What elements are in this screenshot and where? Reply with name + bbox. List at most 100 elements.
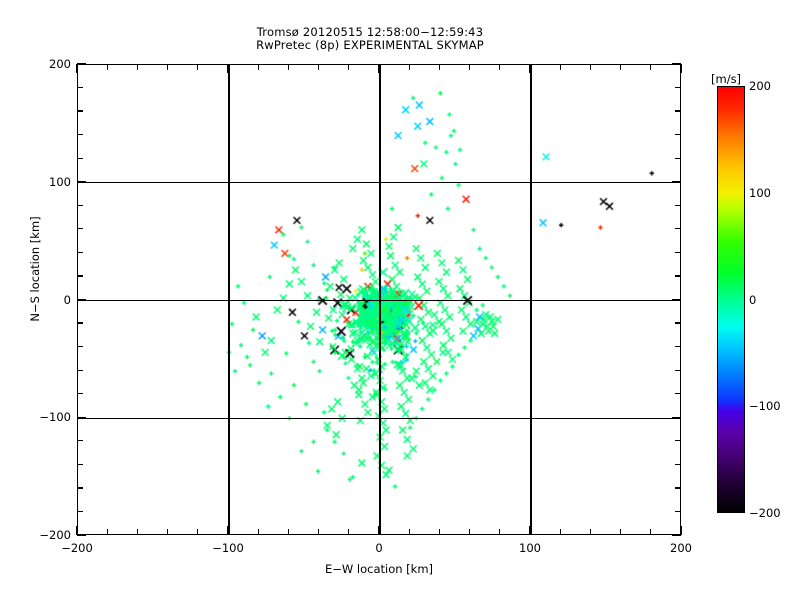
x-minor-tick bbox=[136, 529, 139, 535]
y-major-tick bbox=[77, 298, 86, 301]
x-minor-tick-top bbox=[408, 64, 410, 70]
y-minor-tick bbox=[77, 204, 83, 206]
x-minor-tick-top bbox=[317, 64, 320, 70]
x-major-tick-top bbox=[378, 64, 380, 73]
y-minor-tick-right bbox=[675, 228, 681, 230]
y-minor-tick bbox=[77, 157, 83, 159]
y-minor-tick-right bbox=[675, 251, 681, 254]
x-major-tick-top bbox=[680, 64, 682, 73]
y-minor-tick-right bbox=[675, 440, 681, 442]
x-tick-label: −100 bbox=[212, 541, 244, 555]
y-minor-tick bbox=[77, 345, 83, 348]
x-major-tick bbox=[680, 526, 682, 535]
y-minor-tick bbox=[77, 463, 83, 465]
gridline-horizontal bbox=[78, 182, 680, 184]
x-minor-tick-top bbox=[257, 64, 259, 70]
y-minor-tick-right bbox=[675, 345, 681, 348]
y-minor-tick-right bbox=[675, 275, 681, 277]
x-major-tick bbox=[227, 526, 229, 535]
x-minor-tick-top bbox=[348, 64, 350, 70]
y-tick-label: 0 bbox=[63, 292, 71, 307]
gridline-horizontal bbox=[78, 299, 680, 302]
y-minor-tick-right bbox=[675, 487, 681, 489]
y-minor-tick bbox=[77, 440, 83, 442]
y-minor-tick-right bbox=[675, 393, 681, 395]
x-minor-tick-top bbox=[166, 64, 169, 70]
x-major-tick-top bbox=[227, 64, 229, 73]
scatter-plot-area bbox=[77, 64, 681, 535]
y-major-tick bbox=[77, 416, 86, 418]
y-tick-label: 200 bbox=[49, 57, 71, 71]
y-major-tick-right bbox=[672, 534, 681, 536]
x-minor-tick-top bbox=[468, 64, 471, 70]
y-major-tick-right bbox=[672, 298, 681, 301]
x-major-tick-top bbox=[76, 64, 78, 73]
x-tick-label: 0 bbox=[375, 541, 383, 555]
title-line-1: Tromsø 20120515 12:58:00−12:59:43 bbox=[256, 25, 484, 39]
y-major-tick-right bbox=[672, 181, 681, 183]
y-minor-tick bbox=[77, 393, 83, 395]
x-minor-tick bbox=[559, 529, 561, 535]
figure-title: Tromsø 20120515 12:58:00−12:59:43 RwPret… bbox=[0, 26, 740, 52]
x-minor-tick-top bbox=[438, 64, 441, 70]
x-minor-tick bbox=[287, 529, 290, 535]
x-minor-tick bbox=[438, 529, 441, 535]
x-minor-tick-top bbox=[287, 64, 290, 70]
y-minor-tick-right bbox=[675, 157, 681, 159]
x-minor-tick-top bbox=[589, 64, 592, 70]
y-major-tick-right bbox=[672, 63, 681, 65]
x-minor-tick bbox=[197, 529, 199, 535]
y-minor-tick-right bbox=[675, 510, 681, 513]
colorbar-tick-label: 0 bbox=[749, 292, 757, 307]
x-minor-tick-top bbox=[559, 64, 561, 70]
y-minor-tick-right bbox=[675, 369, 681, 371]
colorbar-gradient bbox=[717, 86, 745, 513]
x-minor-tick-top bbox=[619, 64, 622, 70]
gridline-vertical bbox=[228, 65, 230, 534]
colorbar-tick-label: −100 bbox=[749, 399, 781, 414]
x-minor-tick bbox=[619, 529, 622, 535]
y-minor-tick-right bbox=[675, 86, 681, 89]
y-major-tick bbox=[77, 534, 86, 536]
y-minor-tick bbox=[77, 510, 83, 513]
gridline-vertical bbox=[530, 65, 532, 534]
x-minor-tick bbox=[408, 529, 410, 535]
y-major-tick-right bbox=[672, 416, 681, 418]
y-major-tick bbox=[77, 63, 86, 65]
y-minor-tick bbox=[77, 251, 83, 254]
colorbar bbox=[717, 86, 745, 513]
x-minor-tick bbox=[166, 529, 169, 535]
colorbar-unit-label: [m/s] bbox=[711, 72, 742, 86]
x-minor-tick bbox=[106, 529, 108, 535]
x-minor-tick bbox=[348, 529, 350, 535]
colorbar-tick-label: 100 bbox=[749, 185, 771, 200]
x-minor-tick-top bbox=[136, 64, 139, 70]
x-minor-tick bbox=[499, 529, 501, 535]
y-minor-tick-right bbox=[675, 110, 681, 112]
x-axis-label: E−W location [km] bbox=[324, 562, 434, 576]
x-minor-tick bbox=[589, 529, 592, 535]
scatter-markers-canvas bbox=[78, 65, 680, 534]
colorbar-tick-label: −200 bbox=[749, 506, 781, 520]
x-tick-label: 200 bbox=[670, 541, 692, 555]
y-minor-tick bbox=[77, 275, 83, 277]
y-minor-tick bbox=[77, 487, 83, 489]
gridline-vertical bbox=[379, 65, 381, 534]
colorbar-tick-label: 200 bbox=[749, 79, 771, 93]
y-minor-tick bbox=[77, 322, 83, 324]
y-tick-label: −100 bbox=[39, 410, 71, 425]
x-minor-tick bbox=[317, 529, 320, 535]
title-line-2: RwPretec (8p) EXPERIMENTAL SKYMAP bbox=[256, 38, 484, 52]
y-minor-tick bbox=[77, 86, 83, 89]
y-minor-tick bbox=[77, 110, 83, 112]
x-minor-tick-top bbox=[106, 64, 108, 70]
x-major-tick bbox=[529, 526, 531, 535]
y-minor-tick-right bbox=[675, 134, 681, 136]
y-minor-tick-right bbox=[675, 204, 681, 206]
x-minor-tick-top bbox=[499, 64, 501, 70]
y-minor-tick bbox=[77, 134, 83, 136]
x-minor-tick-top bbox=[197, 64, 199, 70]
x-minor-tick bbox=[468, 529, 471, 535]
x-tick-label: 100 bbox=[519, 541, 541, 555]
